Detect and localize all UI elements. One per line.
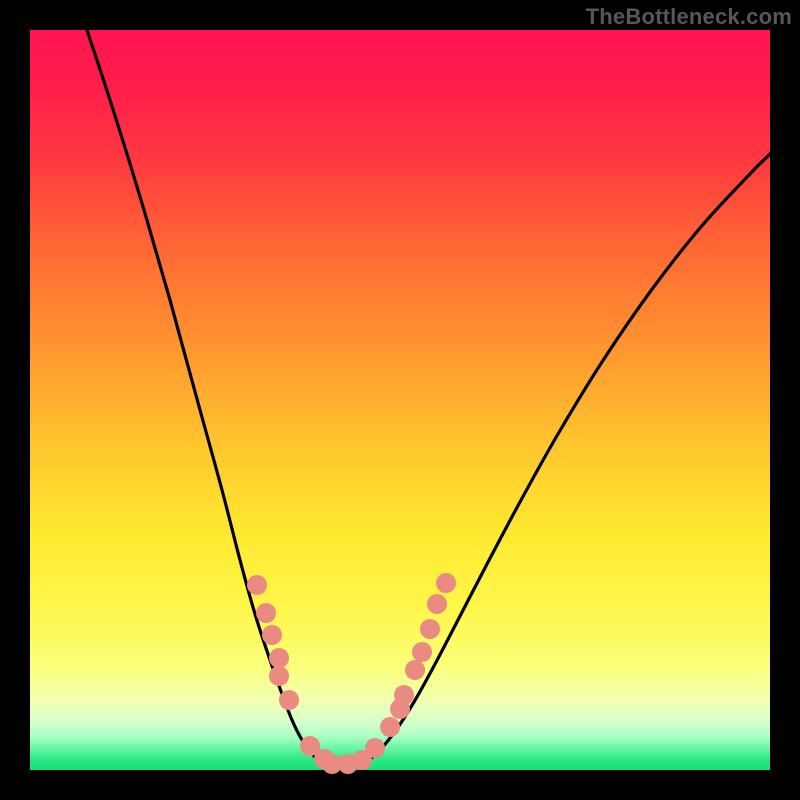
- marker-dot: [427, 594, 447, 614]
- marker-dot: [279, 690, 299, 710]
- marker-dot: [405, 660, 425, 680]
- chart-frame: TheBottleneck.com: [0, 0, 800, 800]
- marker-dot: [436, 573, 456, 593]
- marker-dot: [412, 642, 432, 662]
- marker-dot: [269, 648, 289, 668]
- marker-dot: [394, 685, 414, 705]
- curve-right: [342, 154, 770, 770]
- marker-dot: [380, 717, 400, 737]
- curve-left: [87, 30, 342, 770]
- curve-layer: [30, 30, 770, 770]
- marker-group: [247, 573, 456, 774]
- marker-dot: [256, 603, 276, 623]
- marker-dot: [420, 619, 440, 639]
- marker-dot: [365, 738, 385, 758]
- watermark-text: TheBottleneck.com: [586, 4, 792, 30]
- marker-dot: [269, 666, 289, 686]
- marker-dot: [247, 575, 267, 595]
- marker-dot: [262, 625, 282, 645]
